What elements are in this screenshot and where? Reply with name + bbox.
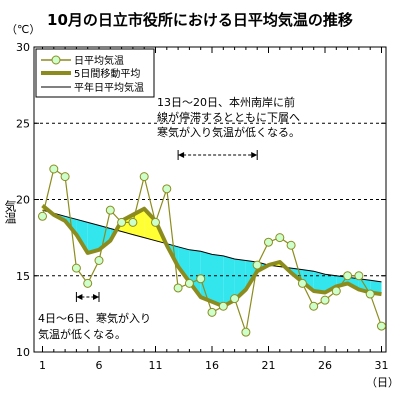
series-line-moving-average xyxy=(41,204,382,309)
annotation-early-october: 4日～6日、寒気が入り 気温が低くなる。 xyxy=(38,311,151,341)
data-point xyxy=(94,256,104,265)
bracket-arrow-left xyxy=(178,152,185,158)
data-point xyxy=(320,295,330,305)
y-tick-label: 30 xyxy=(16,41,30,54)
data-point xyxy=(309,301,319,311)
data-point xyxy=(184,278,194,288)
data-point xyxy=(377,321,386,331)
data-point xyxy=(60,172,70,182)
annotation-1-line-3: 寒気が入り気温が低くなる。 xyxy=(157,125,300,139)
fill-segment xyxy=(223,255,235,307)
x-tick-label: 21 xyxy=(262,359,276,372)
x-tick-label: 1 xyxy=(39,359,46,372)
y-tick-label: 25 xyxy=(16,117,30,130)
data-point xyxy=(83,278,93,288)
fill-segment xyxy=(212,254,224,307)
chart-title: 10月の日立市役所における日平均気温の推移 xyxy=(47,11,353,29)
y-tick-label: 10 xyxy=(16,346,30,359)
data-point xyxy=(71,263,81,273)
annotation-brackets xyxy=(75,150,258,302)
data-point xyxy=(196,274,206,284)
data-point xyxy=(252,260,262,270)
data-point xyxy=(230,294,240,304)
grid-lines xyxy=(34,122,386,277)
data-point xyxy=(207,307,217,317)
data-point xyxy=(365,289,375,299)
data-point xyxy=(343,271,353,281)
legend: 日平均気温 5日間移動平均 平年日平均気温 xyxy=(35,48,155,98)
fill-segment xyxy=(200,251,212,302)
annotation-2-line-2: 気温が低くなる。 xyxy=(38,327,126,341)
fill-segment xyxy=(325,274,337,293)
fill-segment xyxy=(132,208,145,238)
data-point xyxy=(264,237,273,247)
fill-segment xyxy=(313,271,325,293)
fill-segment xyxy=(87,222,99,253)
bracket-arrow-right xyxy=(251,152,258,158)
series-line-normal xyxy=(42,209,382,283)
x-unit-label: （日） xyxy=(366,376,399,389)
data-point xyxy=(162,184,172,194)
y-tick-label: 20 xyxy=(16,194,30,207)
y-unit-label: （℃） xyxy=(6,23,40,36)
fill-segment xyxy=(144,208,156,241)
x-tick-label: 31 xyxy=(375,359,389,372)
data-point xyxy=(173,283,183,293)
y-axis-label: 気温 xyxy=(3,199,17,224)
fill-segment xyxy=(178,246,190,282)
bracket-arrow-right xyxy=(93,294,99,300)
data-point xyxy=(105,205,115,215)
data-point xyxy=(275,233,285,243)
data-point xyxy=(331,286,341,296)
legend-label-moving: 5日間移動平均 xyxy=(74,67,140,80)
annotation-1-line-1: 13日～20日、本州南岸に前 xyxy=(157,95,295,109)
y-tick-label: 15 xyxy=(16,270,30,283)
annotation-mid-october: 13日～20日、本州南岸に前 線が停滞するとともに下層へ 寒気が入り気温が低くな… xyxy=(157,95,300,139)
series-lines xyxy=(41,168,383,333)
legend-marker-daily xyxy=(51,55,61,65)
data-point xyxy=(241,327,251,337)
x-tick-label: 26 xyxy=(318,359,332,372)
bracket-arrow-left xyxy=(76,294,83,300)
data-point xyxy=(117,217,127,227)
x-tick-label: 11 xyxy=(149,359,163,372)
x-tick-label: 16 xyxy=(205,359,219,372)
data-point xyxy=(297,278,307,288)
annotation-1-line-2: 線が停滞するとともに下層へ xyxy=(157,110,300,124)
data-point xyxy=(151,217,160,227)
x-tick-label: 6 xyxy=(96,359,103,372)
data-point xyxy=(139,172,149,182)
data-point xyxy=(218,301,228,311)
data-point xyxy=(286,240,296,250)
data-point xyxy=(354,271,364,281)
fill-segment xyxy=(302,269,314,291)
data-point xyxy=(38,211,47,221)
annotation-2-line-1: 4日～6日、寒気が入り xyxy=(38,311,151,325)
data-point xyxy=(128,217,138,227)
legend-label-normal: 平年日平均気温 xyxy=(74,81,144,94)
legend-label-daily: 日平均気温 xyxy=(74,54,124,67)
data-point xyxy=(49,164,59,174)
daily-points xyxy=(38,164,386,337)
fill-segment xyxy=(76,219,88,253)
